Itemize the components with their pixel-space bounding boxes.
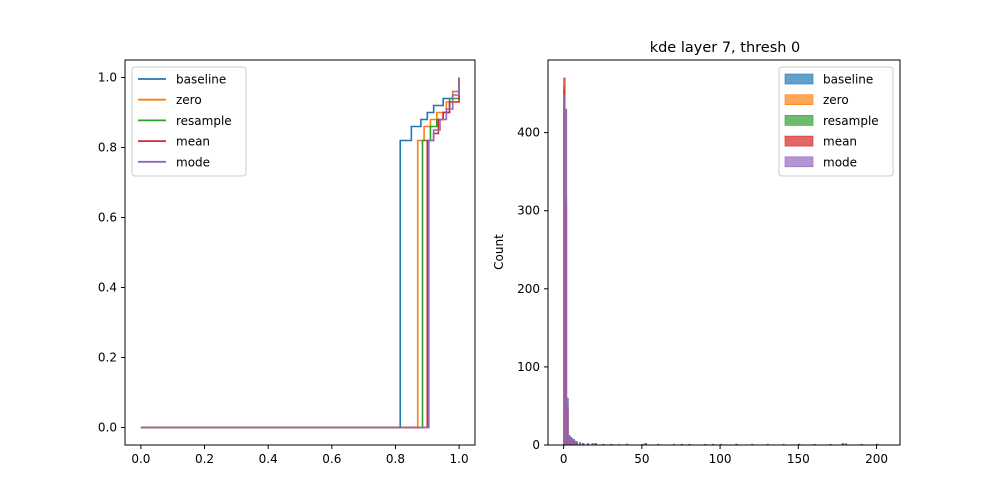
histogram-y-tick-label: 300	[517, 204, 540, 218]
histogram-bar-mode	[572, 440, 575, 446]
histogram-legend-swatch-mode	[784, 156, 814, 168]
histogram-bar-mode	[564, 110, 568, 446]
histogram-y-tick-label: 100	[517, 360, 540, 374]
cdf-legend-label: mode	[176, 155, 210, 169]
histogram-legend-swatch-zero	[784, 94, 814, 105]
cdf-y-tick-label: 1.0	[98, 71, 117, 85]
histogram-legend-frame	[778, 66, 894, 177]
cdf-line-mode	[140, 77, 460, 429]
histogram-x-ticks: 0 50 100 150 200	[560, 445, 888, 466]
histogram-x-tick-label: 0	[560, 452, 568, 466]
histogram-y-ticks: 0 100 200 300 400	[517, 126, 548, 452]
histogram-y-tick-label: 0	[532, 438, 540, 452]
histogram-legend: baseline zero resample mean mode	[778, 66, 894, 177]
cdf-legend-label: baseline	[176, 73, 226, 87]
histogram-y-tick-label: 200	[517, 282, 540, 296]
cdf-line-resample	[140, 77, 460, 429]
histogram-axes-frame	[547, 59, 901, 446]
histogram-legend-swatch-mean	[784, 135, 814, 147]
cdf-y-tick-label: 0.6	[98, 211, 117, 225]
histogram-x-tick-label: 100	[709, 452, 732, 466]
cdf-x-tick-label: 0.0	[131, 452, 150, 466]
cdf-axes-frame	[124, 59, 476, 446]
cdf-legend-frame	[131, 66, 247, 177]
cdf-x-tick-label: 0.4	[259, 452, 278, 466]
histogram-legend-label: resample	[823, 114, 879, 128]
histogram-legend-label: baseline	[823, 73, 873, 87]
cdf-legend-label: mean	[176, 135, 210, 149]
histogram-legend-swatch-baseline	[784, 73, 814, 85]
histogram-legend-label: mean	[823, 135, 857, 149]
histogram-x-tick-label: 50	[634, 452, 649, 466]
cdf-legend-label: zero	[176, 93, 202, 107]
histogram-y-label: Count	[492, 234, 506, 270]
histogram-x-tick-label: 200	[865, 452, 888, 466]
histogram-title: kde layer 7, thresh 0	[650, 40, 801, 56]
cdf-x-tick-label: 0.2	[195, 452, 214, 466]
histogram-legend-label: mode	[823, 155, 857, 169]
histogram-x-tick-label: 150	[787, 452, 810, 466]
cdf-x-ticks: 0.0 0.2 0.4 0.6 0.8 1.0	[131, 445, 469, 466]
cdf-legend-label: resample	[176, 114, 232, 128]
cdf-y-tick-label: 0.8	[98, 141, 117, 155]
cdf-line-mean	[140, 77, 460, 429]
cdf-y-tick-label: 0.0	[98, 421, 117, 435]
cdf-x-tick-label: 1.0	[450, 452, 469, 466]
cdf-x-tick-label: 0.6	[322, 452, 341, 466]
histogram-legend-swatch-resample	[784, 115, 814, 126]
cdf-series-group	[140, 77, 460, 429]
cdf-axes: 0.0 0.2 0.4 0.6 0.8 1.0 0.0 0.2 0.4 0.6 0.8 1.0 ba…	[98, 59, 476, 466]
cdf-legend: baseline zero resample mean mode	[131, 66, 247, 177]
cdf-y-ticks: 0.0 0.2 0.4 0.6 0.8 1.0	[98, 71, 125, 435]
histogram-legend-label: zero	[823, 93, 849, 107]
histogram-axes: kde layer 7, thresh 0 Count 0 50 100 150 200…	[492, 40, 901, 466]
cdf-x-tick-label: 0.8	[386, 452, 405, 466]
histogram-y-tick-label: 400	[517, 126, 540, 140]
cdf-y-tick-label: 0.2	[98, 351, 117, 365]
cdf-y-tick-label: 0.4	[98, 281, 117, 295]
